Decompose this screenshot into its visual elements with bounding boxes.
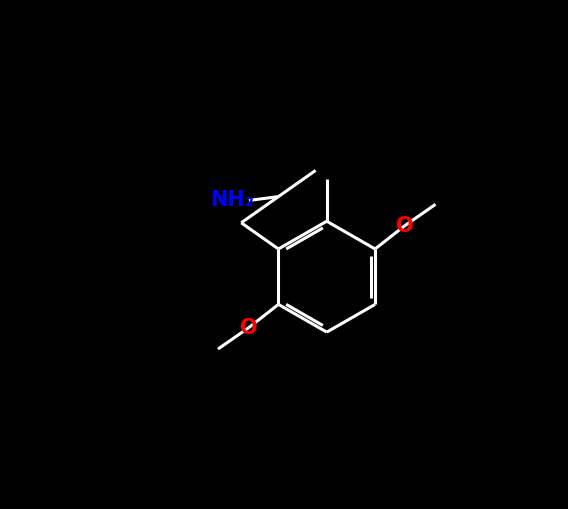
Text: NH₂: NH₂	[210, 190, 254, 210]
Text: O: O	[396, 216, 414, 236]
Text: O: O	[240, 318, 258, 337]
